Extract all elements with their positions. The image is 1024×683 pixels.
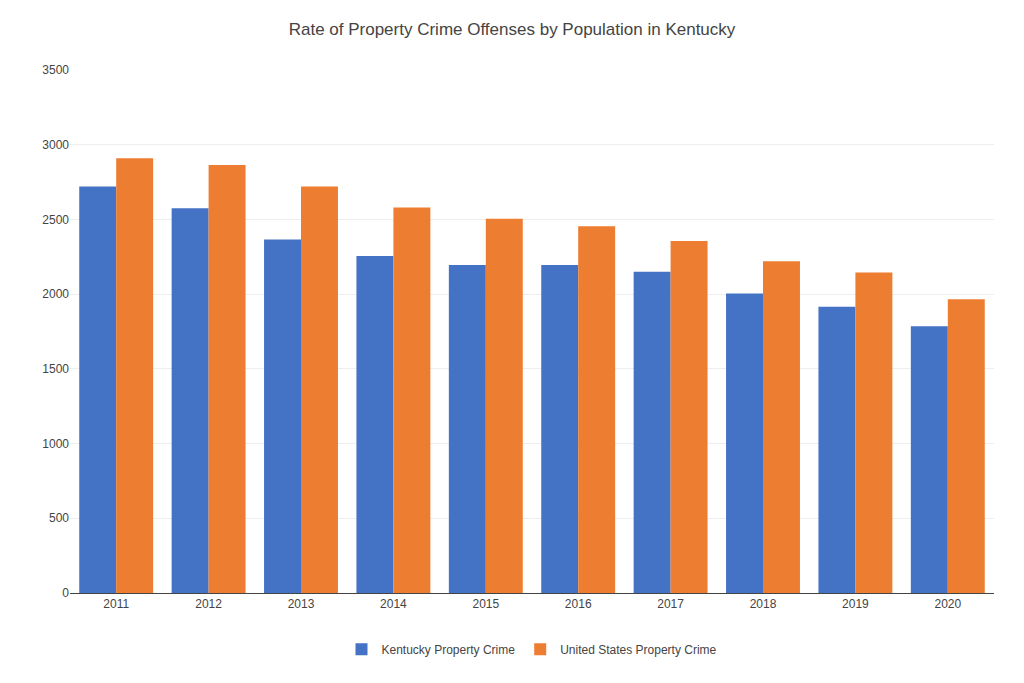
svg-text:500: 500 [49,511,69,525]
svg-text:2014: 2014 [380,597,407,611]
svg-text:1500: 1500 [42,362,69,376]
svg-text:2013: 2013 [288,597,315,611]
svg-text:2012: 2012 [195,597,222,611]
svg-text:2500: 2500 [42,213,69,227]
svg-text:2017: 2017 [657,597,684,611]
svg-text:2019: 2019 [842,597,869,611]
svg-text:United States Property Crime: United States Property Crime [560,643,716,657]
svg-text:Rate of Property Crime Offense: Rate of Property Crime Offenses by Popul… [289,20,736,39]
svg-text:2018: 2018 [750,597,777,611]
svg-text:2020: 2020 [934,597,961,611]
svg-text:2000: 2000 [42,287,69,301]
svg-text:2011: 2011 [103,597,129,611]
svg-text:Kentucky Property Crime: Kentucky Property Crime [382,643,516,657]
svg-text:0: 0 [62,586,69,600]
svg-text:2016: 2016 [565,597,592,611]
svg-text:2015: 2015 [472,597,499,611]
svg-text:1000: 1000 [42,437,69,451]
svg-text:3500: 3500 [42,63,69,77]
svg-text:3000: 3000 [42,138,69,152]
